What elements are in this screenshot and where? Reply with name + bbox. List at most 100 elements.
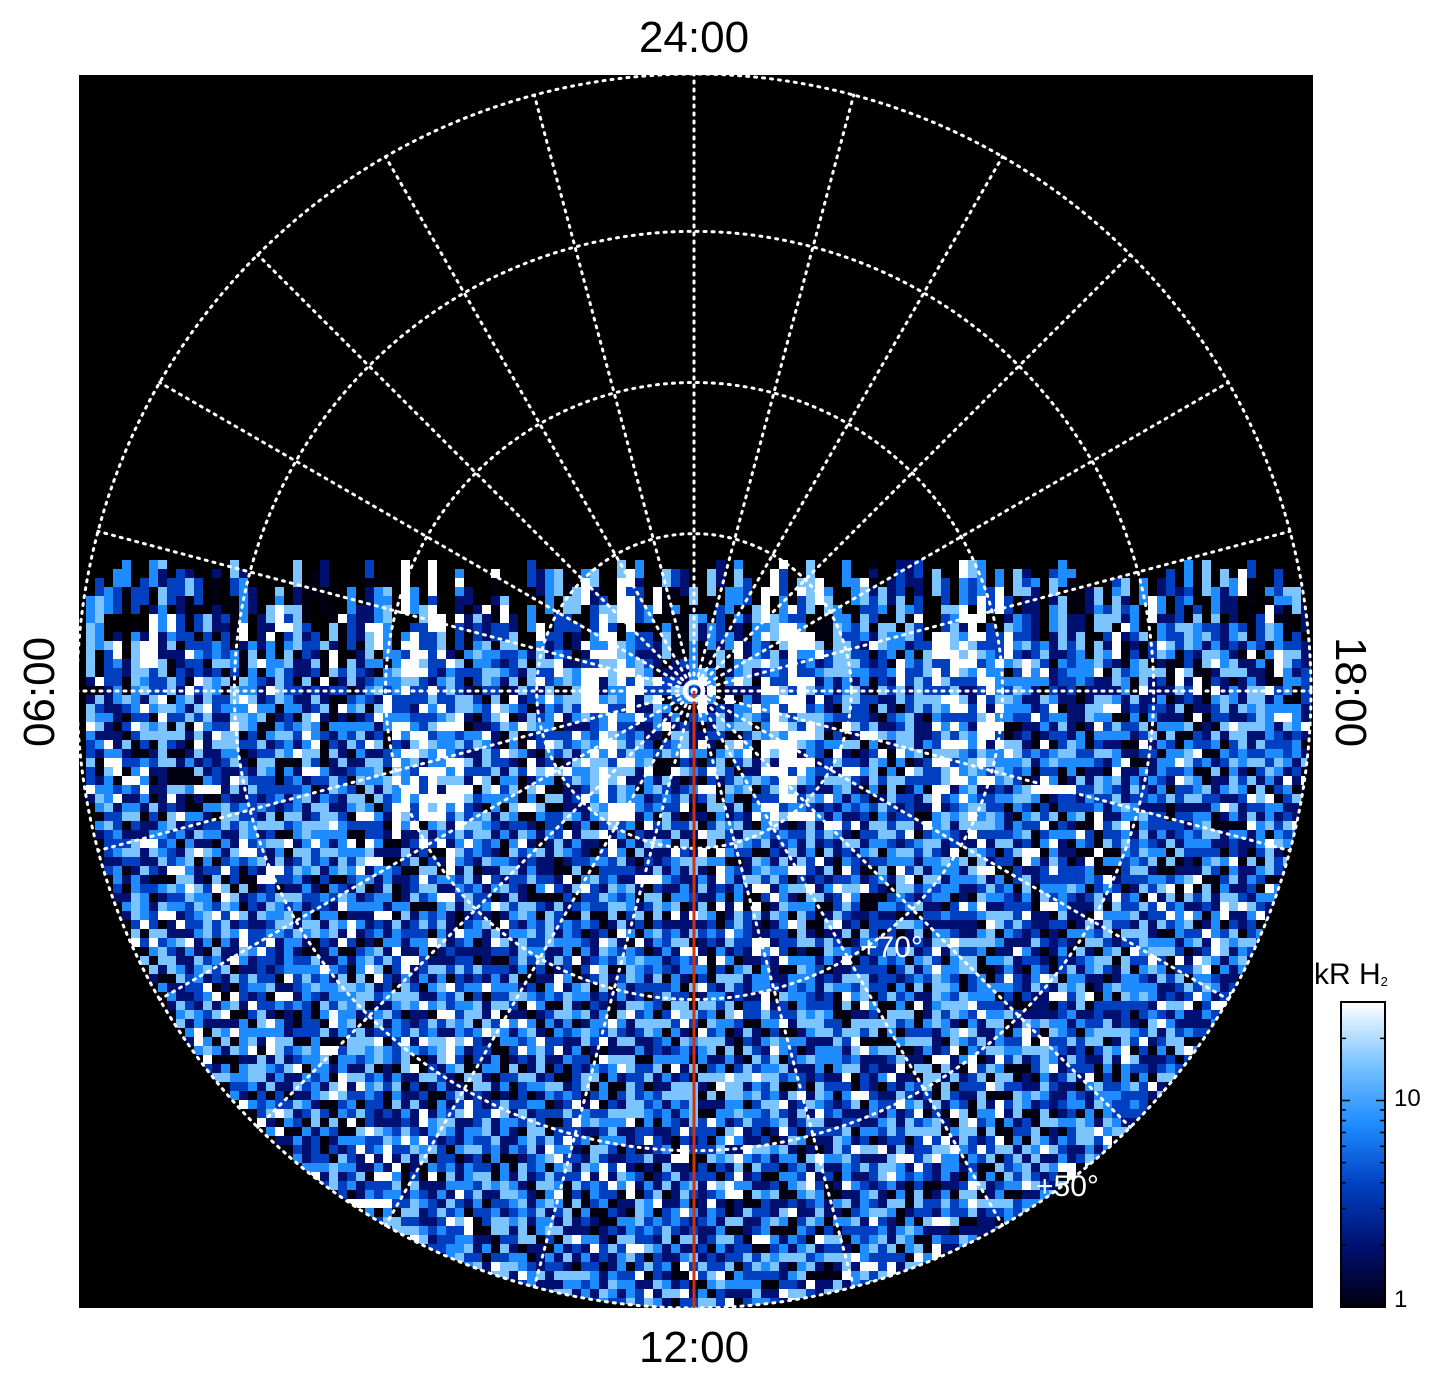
emission-cell [185, 911, 194, 920]
emission-cell [914, 821, 923, 830]
emission-cell [158, 632, 167, 659]
emission-cell [545, 956, 554, 965]
emission-cell [680, 803, 689, 812]
emission-cell [320, 929, 329, 938]
emission-cell [320, 911, 329, 920]
emission-cell [968, 830, 977, 839]
emission-cell [131, 821, 140, 830]
emission-cell [1211, 731, 1220, 740]
emission-cell [878, 659, 887, 686]
emission-cell [662, 956, 671, 965]
emission-cell [158, 866, 167, 875]
emission-cell [338, 830, 347, 839]
emission-cell [1265, 749, 1274, 758]
emission-cell [806, 929, 815, 938]
emission-cell [347, 947, 356, 956]
emission-cell [1022, 749, 1031, 758]
emission-cell [1229, 785, 1238, 794]
emission-cell [275, 821, 284, 830]
emission-cell [1130, 758, 1139, 767]
emission-cell [338, 902, 347, 911]
emission-cell [1238, 731, 1247, 740]
emission-cell [500, 740, 509, 749]
emission-cell [158, 812, 167, 821]
emission-cell [959, 920, 968, 929]
emission-cell [1139, 659, 1148, 686]
emission-cell [878, 767, 887, 776]
emission-cell [707, 668, 716, 695]
emission-cell [392, 830, 401, 839]
emission-cell [617, 722, 626, 731]
emission-cell [932, 875, 941, 884]
emission-cell [437, 947, 446, 956]
emission-cell [716, 794, 725, 803]
emission-cell [509, 794, 518, 803]
emission-cell [725, 740, 734, 749]
emission-cell [113, 776, 122, 785]
emission-cell [608, 839, 617, 848]
emission-cell [392, 956, 401, 965]
emission-cell [158, 776, 167, 785]
emission-cell [392, 749, 401, 758]
emission-cell [338, 839, 347, 848]
emission-cell [455, 596, 464, 623]
emission-cell [914, 839, 923, 848]
emission-cell [806, 776, 815, 785]
emission-cell [329, 893, 338, 902]
emission-cell [536, 857, 545, 866]
emission-cell [932, 812, 941, 821]
emission-cell [383, 812, 392, 821]
emission-cell [977, 902, 986, 911]
emission-cell [1076, 776, 1085, 785]
emission-cell [842, 902, 851, 911]
emission-cell [1238, 911, 1247, 920]
emission-cell [1301, 641, 1310, 668]
emission-cell [428, 875, 437, 884]
emission-cell [392, 947, 401, 956]
emission-cell [1238, 893, 1247, 902]
emission-cell [671, 785, 680, 794]
emission-cell [329, 911, 338, 920]
emission-cell [842, 911, 851, 920]
emission-cell [131, 758, 140, 767]
emission-cell [779, 569, 788, 596]
emission-cell [608, 920, 617, 929]
emission-cell [266, 767, 275, 776]
emission-cell [509, 740, 518, 749]
emission-cell [347, 767, 356, 776]
emission-cell [707, 776, 716, 785]
emission-cell [779, 884, 788, 893]
emission-cell [185, 632, 194, 659]
emission-cell [338, 803, 347, 812]
emission-cell [383, 749, 392, 758]
emission-cell [923, 839, 932, 848]
emission-cell [419, 722, 428, 731]
emission-cell [554, 722, 563, 731]
emission-cell [1211, 740, 1220, 749]
emission-cell [365, 722, 374, 731]
emission-cell [1049, 740, 1058, 749]
emission-cell [743, 731, 752, 740]
emission-cell [446, 956, 455, 965]
emission-cell [1031, 641, 1040, 668]
emission-cell [383, 884, 392, 893]
emission-cell [113, 884, 122, 893]
emission-cell [743, 875, 752, 884]
emission-cell [329, 821, 338, 830]
emission-cell [986, 893, 995, 902]
emission-cell [464, 722, 473, 731]
emission-cell [1166, 767, 1175, 776]
emission-cell [1220, 812, 1229, 821]
emission-cell [608, 740, 617, 749]
emission-cell [563, 767, 572, 776]
emission-cell [644, 767, 653, 776]
emission-cell [1247, 866, 1256, 875]
emission-cell [311, 785, 320, 794]
emission-cell [203, 785, 212, 794]
emission-cell [1130, 830, 1139, 839]
emission-cell [1229, 686, 1238, 713]
emission-cell [293, 587, 302, 614]
emission-cell [122, 839, 131, 848]
emission-cell [320, 731, 329, 740]
emission-cell [923, 902, 932, 911]
